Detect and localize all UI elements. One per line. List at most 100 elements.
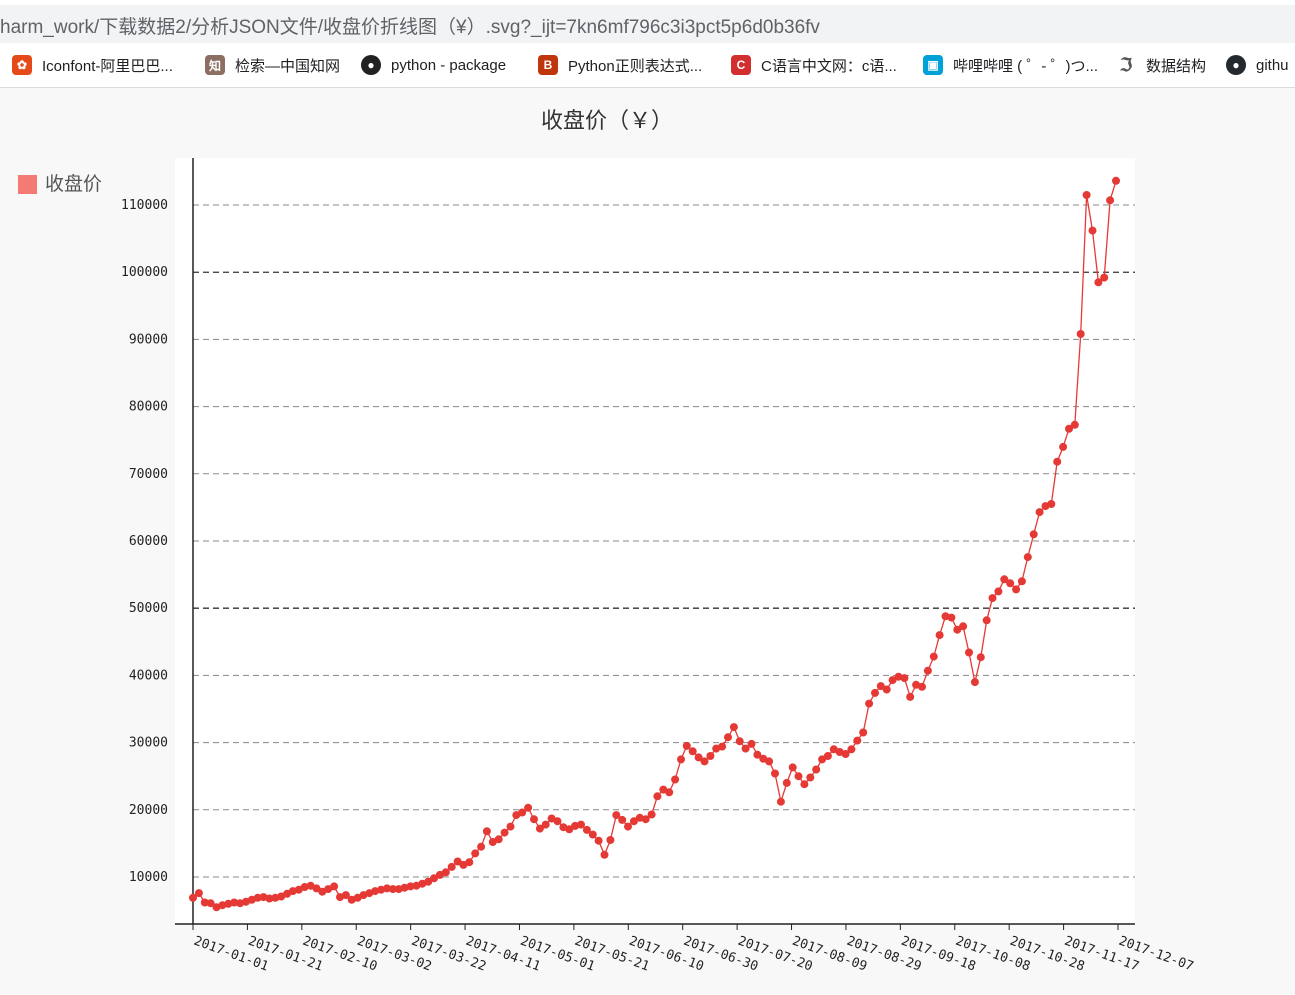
bookmark-bilibili[interactable]: ▣ 哔哩哔哩 ( ゜- ゜)つ... [923,52,1098,78]
data-point[interactable] [518,808,527,817]
data-point[interactable] [741,744,750,753]
data-point[interactable] [888,676,897,685]
data-point[interactable] [677,755,685,764]
bookmark-cnki[interactable]: 知 检索—中国知网 [205,52,340,78]
data-point[interactable] [424,877,433,886]
data-point[interactable] [776,797,785,806]
data-point[interactable] [959,622,968,631]
data-point[interactable] [577,820,585,829]
data-point[interactable] [430,874,438,883]
data-point[interactable] [506,822,515,831]
data-point[interactable] [1065,424,1073,433]
data-point[interactable] [594,836,603,845]
data-point[interactable] [671,775,680,784]
data-point[interactable] [624,822,632,831]
data-point[interactable] [453,857,462,866]
data-point[interactable] [1088,226,1097,235]
data-point[interactable] [982,616,991,625]
data-point[interactable] [441,868,450,877]
data-point[interactable] [923,666,932,675]
data-point[interactable] [1106,196,1115,205]
bookmark-python-package[interactable]: ● python - package [361,52,506,78]
data-point[interactable] [994,587,1003,596]
data-point[interactable] [647,810,656,819]
data-point[interactable] [388,885,397,894]
data-point[interactable] [641,815,650,824]
data-point[interactable] [906,692,915,701]
data-point[interactable] [694,753,703,762]
bookmark-python-regex[interactable]: B Python正则表达式... [538,52,702,78]
data-point[interactable] [653,792,662,801]
data-point[interactable] [1100,273,1109,282]
data-point[interactable] [500,828,509,837]
data-point[interactable] [1082,191,1091,199]
data-point[interactable] [847,745,856,754]
data-point[interactable] [629,817,638,826]
data-point[interactable] [1029,530,1038,539]
data-point[interactable] [383,884,391,893]
data-point[interactable] [976,653,985,662]
data-point[interactable] [794,772,803,781]
data-point[interactable] [600,850,609,859]
data-point[interactable] [771,769,779,778]
data-point[interactable] [865,699,874,708]
data-point[interactable] [253,893,262,902]
data-point[interactable] [700,757,709,766]
data-point[interactable] [1017,577,1026,586]
data-point[interactable] [477,842,486,851]
address-bar[interactable]: harm_work/下载数据2/分析JSON文件/收盘价折线图（¥）.svg?_… [0,5,1295,43]
data-point[interactable] [541,820,550,829]
data-point[interactable] [876,682,885,691]
data-point[interactable] [1035,508,1044,517]
data-point[interactable] [970,678,979,687]
data-point[interactable] [988,594,997,603]
data-point[interactable] [341,891,350,900]
data-point[interactable] [947,613,956,622]
data-point[interactable] [565,825,574,834]
data-point[interactable] [330,882,339,891]
data-point[interactable] [1059,442,1068,451]
data-point[interactable] [729,723,738,732]
data-point[interactable] [918,682,926,691]
data-point[interactable] [230,898,239,907]
data-point[interactable] [612,811,621,820]
data-point[interactable] [747,739,756,748]
data-point[interactable] [530,815,538,824]
data-point[interactable] [1047,500,1056,508]
data-point[interactable] [1000,575,1009,584]
data-point[interactable] [718,742,727,751]
data-point[interactable] [682,741,691,750]
data-point[interactable] [1112,176,1120,185]
bookmark-data-structure[interactable]: ℑ 数据结构 [1116,52,1206,78]
data-point[interactable] [882,685,891,694]
data-point[interactable] [1023,553,1032,562]
data-point[interactable] [200,898,209,907]
data-point[interactable] [853,736,862,745]
data-point[interactable] [782,778,791,787]
data-point[interactable] [618,815,627,824]
data-point[interactable] [553,817,562,826]
data-point[interactable] [471,849,480,858]
data-point[interactable] [900,674,909,683]
data-point[interactable] [823,752,832,760]
data-point[interactable] [194,889,203,898]
data-point[interactable] [788,763,797,772]
bookmark-github[interactable]: ● githu [1226,52,1289,78]
data-point[interactable] [535,824,544,833]
data-point[interactable] [1006,579,1015,588]
data-point[interactable] [665,788,674,797]
data-point[interactable] [465,858,474,867]
data-point[interactable] [588,830,597,839]
data-point[interactable] [524,803,533,812]
data-point[interactable] [800,780,809,789]
data-point[interactable] [1094,278,1103,287]
data-point[interactable] [765,757,774,766]
data-point[interactable] [206,899,215,908]
data-point[interactable] [706,752,715,760]
data-point[interactable] [1053,457,1062,466]
data-point[interactable] [871,688,879,697]
data-point[interactable] [1012,585,1021,594]
data-point[interactable] [582,825,591,834]
data-point[interactable] [688,747,697,756]
data-point[interactable] [929,652,938,661]
